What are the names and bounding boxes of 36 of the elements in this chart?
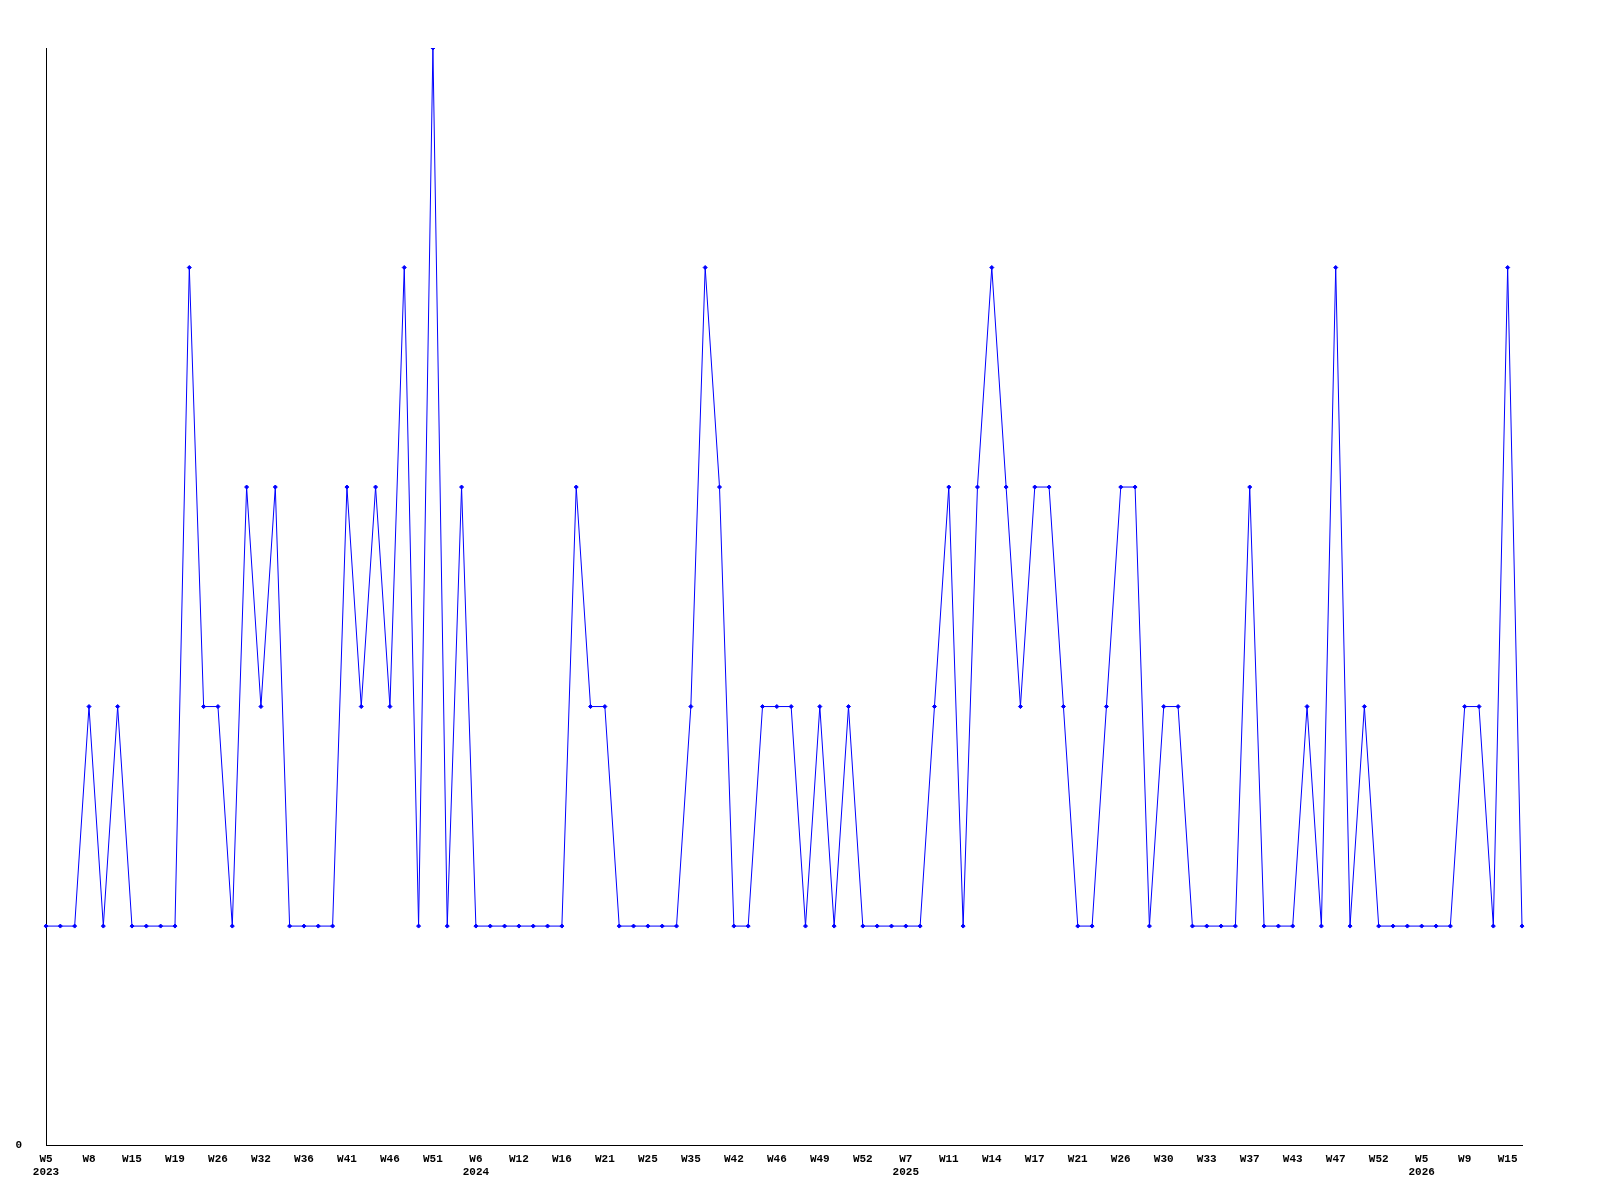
x-tick-label: W49 [809,1152,830,1165]
x-tick-label: W36 [294,1152,314,1165]
x-tick-label: W8 [82,1152,96,1165]
x-tick-label: W52 [1368,1152,1389,1165]
x-tick-label: W42 [723,1152,744,1165]
x-tick-label: W14 [981,1152,1003,1165]
x-tick-label: W7 2025 [892,1152,920,1179]
x-tick-label: W32 [251,1152,271,1165]
x-tick-label: W5 2023 [32,1152,60,1179]
x-tick-label: W26 [208,1152,228,1165]
x-tick-label: W43 [1282,1152,1304,1165]
x-tick-label: W15 [1497,1152,1518,1165]
x-tick-label: W5 2026 [1408,1152,1435,1179]
x-tick-label: W12 [508,1152,529,1165]
x-tick-label: W21 [594,1152,616,1165]
x-tick-label: W41 [337,1152,358,1165]
x-tick-label: W21 [1067,1152,1089,1165]
x-tick-label: W51 [423,1152,444,1165]
x-tick-label: W26 [1110,1152,1131,1165]
x-tick-label: W30 [1153,1152,1174,1165]
x-tick-label: W6 2024 [462,1152,490,1179]
x-tick-label: W33 [1196,1152,1218,1165]
x-tick-label: W17 [1024,1152,1045,1165]
x-tick-label: W35 [680,1152,702,1165]
x-tick-label: W19 [165,1152,185,1165]
x-tick-label: W47 [1325,1152,1346,1165]
x-tick-label: W15 [122,1152,143,1165]
x-tick-label: W16 [551,1152,572,1165]
x-tick-label: W37 [1239,1152,1260,1165]
x-tick-label: W9 [1458,1152,1472,1165]
x-tick-label: W46 [766,1152,787,1165]
x-tick-label: W52 [852,1152,873,1165]
x-tick-label: W11 [938,1152,960,1165]
x-tick-label: W46 [380,1152,400,1165]
x-tick-label: W25 [637,1152,659,1165]
text: 0 [15,1139,22,1152]
